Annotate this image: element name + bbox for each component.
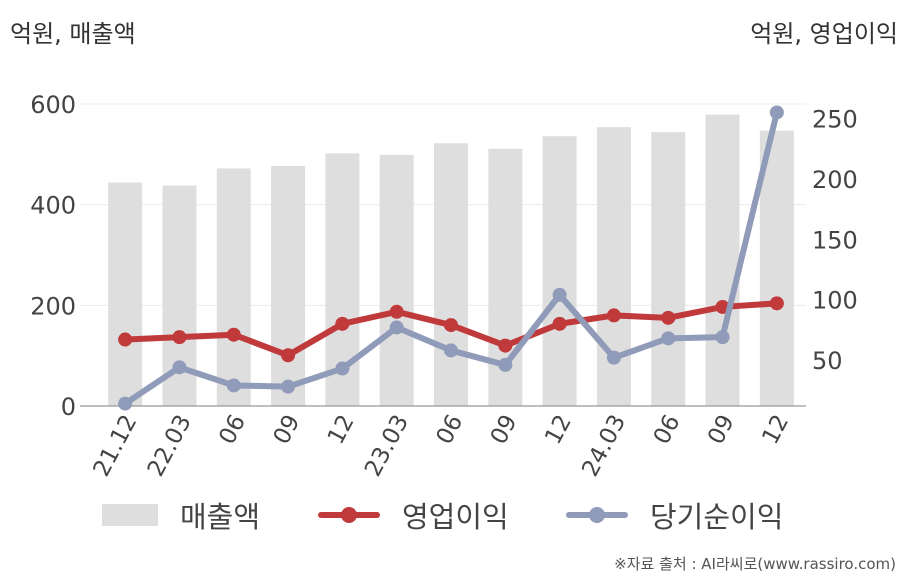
net-income-point xyxy=(769,105,784,120)
left-tick-label: 600 xyxy=(30,91,76,119)
combo-chart: 0 200 400 600 50 100 150 200 250 21.12 22.03 06 09 12… xyxy=(30,91,858,481)
operating-profit-point xyxy=(769,296,784,311)
right-tick-label: 150 xyxy=(812,226,858,254)
x-tick-label: 21.12 xyxy=(89,411,143,481)
operating-profit-point xyxy=(172,330,187,345)
revenue-bars xyxy=(108,114,794,407)
operating-profit-point xyxy=(498,338,513,353)
revenue-bar xyxy=(108,182,143,406)
right-tick-label: 100 xyxy=(812,287,858,315)
net-income-point xyxy=(498,357,513,372)
legend-item-operating-profit: 영업이익 xyxy=(318,494,509,536)
legend-label-operating-profit: 영업이익 xyxy=(402,500,509,534)
net-income-point xyxy=(172,360,187,375)
legend-item-revenue: 매출액 xyxy=(102,494,260,536)
x-tick-label: 09 xyxy=(269,411,306,449)
revenue-bar xyxy=(759,130,794,406)
x-tick-label: 09 xyxy=(703,411,740,449)
x-tick-label: 22.03 xyxy=(143,411,197,481)
source-note: ※자료 출처 : AI라씨로(www.rassiro.com) xyxy=(614,555,896,573)
x-tick-label: 06 xyxy=(214,411,251,449)
left-axis-unit: 억원, 매출액 xyxy=(10,20,136,48)
net-income-point xyxy=(606,350,621,365)
legend-swatch-net-income xyxy=(566,501,628,529)
x-tick-label: 12 xyxy=(540,411,577,449)
x-tick-label: 12 xyxy=(323,411,360,449)
net-income-point xyxy=(281,379,296,394)
net-income-point xyxy=(335,361,350,376)
operating-profit-point xyxy=(281,348,296,363)
legend-swatch-revenue xyxy=(102,504,158,526)
net-income-point xyxy=(118,396,133,411)
profit-lines xyxy=(118,105,784,411)
operating-profit-point xyxy=(552,316,567,331)
legend-swatch-operating-profit xyxy=(318,501,380,529)
operating-profit-point xyxy=(118,332,133,347)
operating-profit-point xyxy=(606,308,621,323)
net-income-point xyxy=(661,331,676,346)
x-tick-label: 06 xyxy=(649,411,686,449)
operating-profit-point xyxy=(226,327,241,342)
revenue-bar xyxy=(379,154,414,406)
left-tick-label: 400 xyxy=(30,192,76,220)
operating-profit-point xyxy=(661,310,676,325)
x-tick-label: 24.03 xyxy=(577,411,631,481)
x-tick-label: 12 xyxy=(757,411,794,449)
x-tick-label: 06 xyxy=(432,411,469,449)
revenue-bar xyxy=(651,132,686,407)
net-income-point xyxy=(715,330,730,345)
right-tick-label: 50 xyxy=(812,347,843,375)
revenue-bar xyxy=(216,168,251,406)
net-income-point xyxy=(552,287,567,302)
legend-label-revenue: 매출액 xyxy=(180,500,261,534)
revenue-bar xyxy=(434,143,468,406)
revenue-bar xyxy=(271,165,306,406)
left-tick-label: 200 xyxy=(30,292,76,320)
revenue-bar xyxy=(705,114,740,406)
net-income-point xyxy=(226,378,241,393)
right-tick-label: 250 xyxy=(812,105,858,133)
operating-profit-point xyxy=(444,318,458,333)
legend-item-net-income: 당기순이익 xyxy=(566,494,783,536)
net-income-point xyxy=(444,343,458,358)
revenue-bar xyxy=(542,136,577,407)
operating-profit-point xyxy=(389,304,404,319)
right-tick-label: 200 xyxy=(812,166,858,194)
x-tick-label: 23.03 xyxy=(360,411,414,481)
right-axis-unit: 억원, 영업이익 xyxy=(750,20,898,48)
left-tick-label: 0 xyxy=(61,393,76,421)
operating-profit-point xyxy=(335,316,350,331)
x-tick-label: 09 xyxy=(486,411,523,449)
legend-label-net-income: 당기순이익 xyxy=(650,500,784,534)
net-income-point xyxy=(389,320,404,335)
